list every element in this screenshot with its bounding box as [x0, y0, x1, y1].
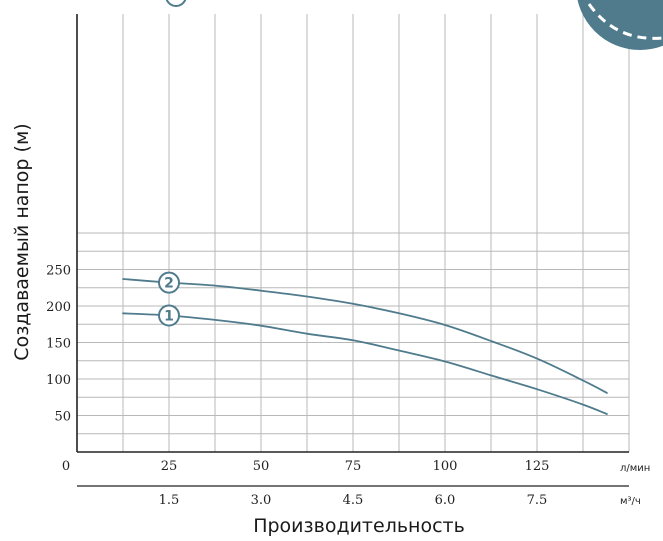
x-secondary-tick-label: 1.5 — [159, 493, 180, 508]
curve-label-1: 1 — [164, 308, 174, 324]
decorations — [165, 0, 663, 50]
x-tick-label: 50 — [253, 459, 270, 474]
y-axis-title: Создаваемый напор (м) — [11, 123, 33, 360]
corner-badge — [577, 0, 663, 50]
x-tick-label: 25 — [161, 459, 178, 474]
x-tick-label: 125 — [525, 459, 550, 474]
y-tick-label: 200 — [46, 300, 71, 315]
corner-badge-dashes — [587, 3, 663, 40]
curve-label-2: 2 — [164, 276, 174, 292]
x-unit-primary: л/мин — [620, 463, 650, 474]
x-secondary-tick-label: 7.5 — [527, 493, 548, 508]
y-tick-label: 50 — [54, 410, 71, 425]
tick-labels: 50 100 150 200 250 25 1.5 50 3.0 75 4.5 100 6.0 125 7.… — [46, 264, 549, 509]
series-line-2 — [122, 278, 608, 394]
partial-circle-top — [165, 0, 187, 7]
y-tick-label: 150 — [46, 337, 71, 352]
curve-labels: 12 — [158, 271, 180, 327]
series-layer — [122, 278, 608, 415]
x-tick-label: 100 — [433, 459, 458, 474]
curve-label-circle-1 — [158, 304, 180, 327]
x-tick-label: 75 — [345, 459, 362, 474]
x-unit-secondary: м³/ч — [620, 496, 641, 507]
curve-label-circle-2 — [158, 271, 180, 294]
x-origin-label: 0 — [62, 459, 70, 474]
y-tick-label: 100 — [46, 373, 71, 388]
x-secondary-tick-label: 3.0 — [251, 493, 272, 508]
y-tick-label: 250 — [46, 264, 71, 279]
x-axis-title: Производительность — [253, 515, 465, 537]
x-secondary-tick-label: 4.5 — [343, 493, 364, 508]
series-line-1 — [122, 312, 608, 415]
x-secondary-tick-label: 6.0 — [435, 493, 456, 508]
axes — [76, 14, 629, 487]
grid — [77, 14, 630, 452]
